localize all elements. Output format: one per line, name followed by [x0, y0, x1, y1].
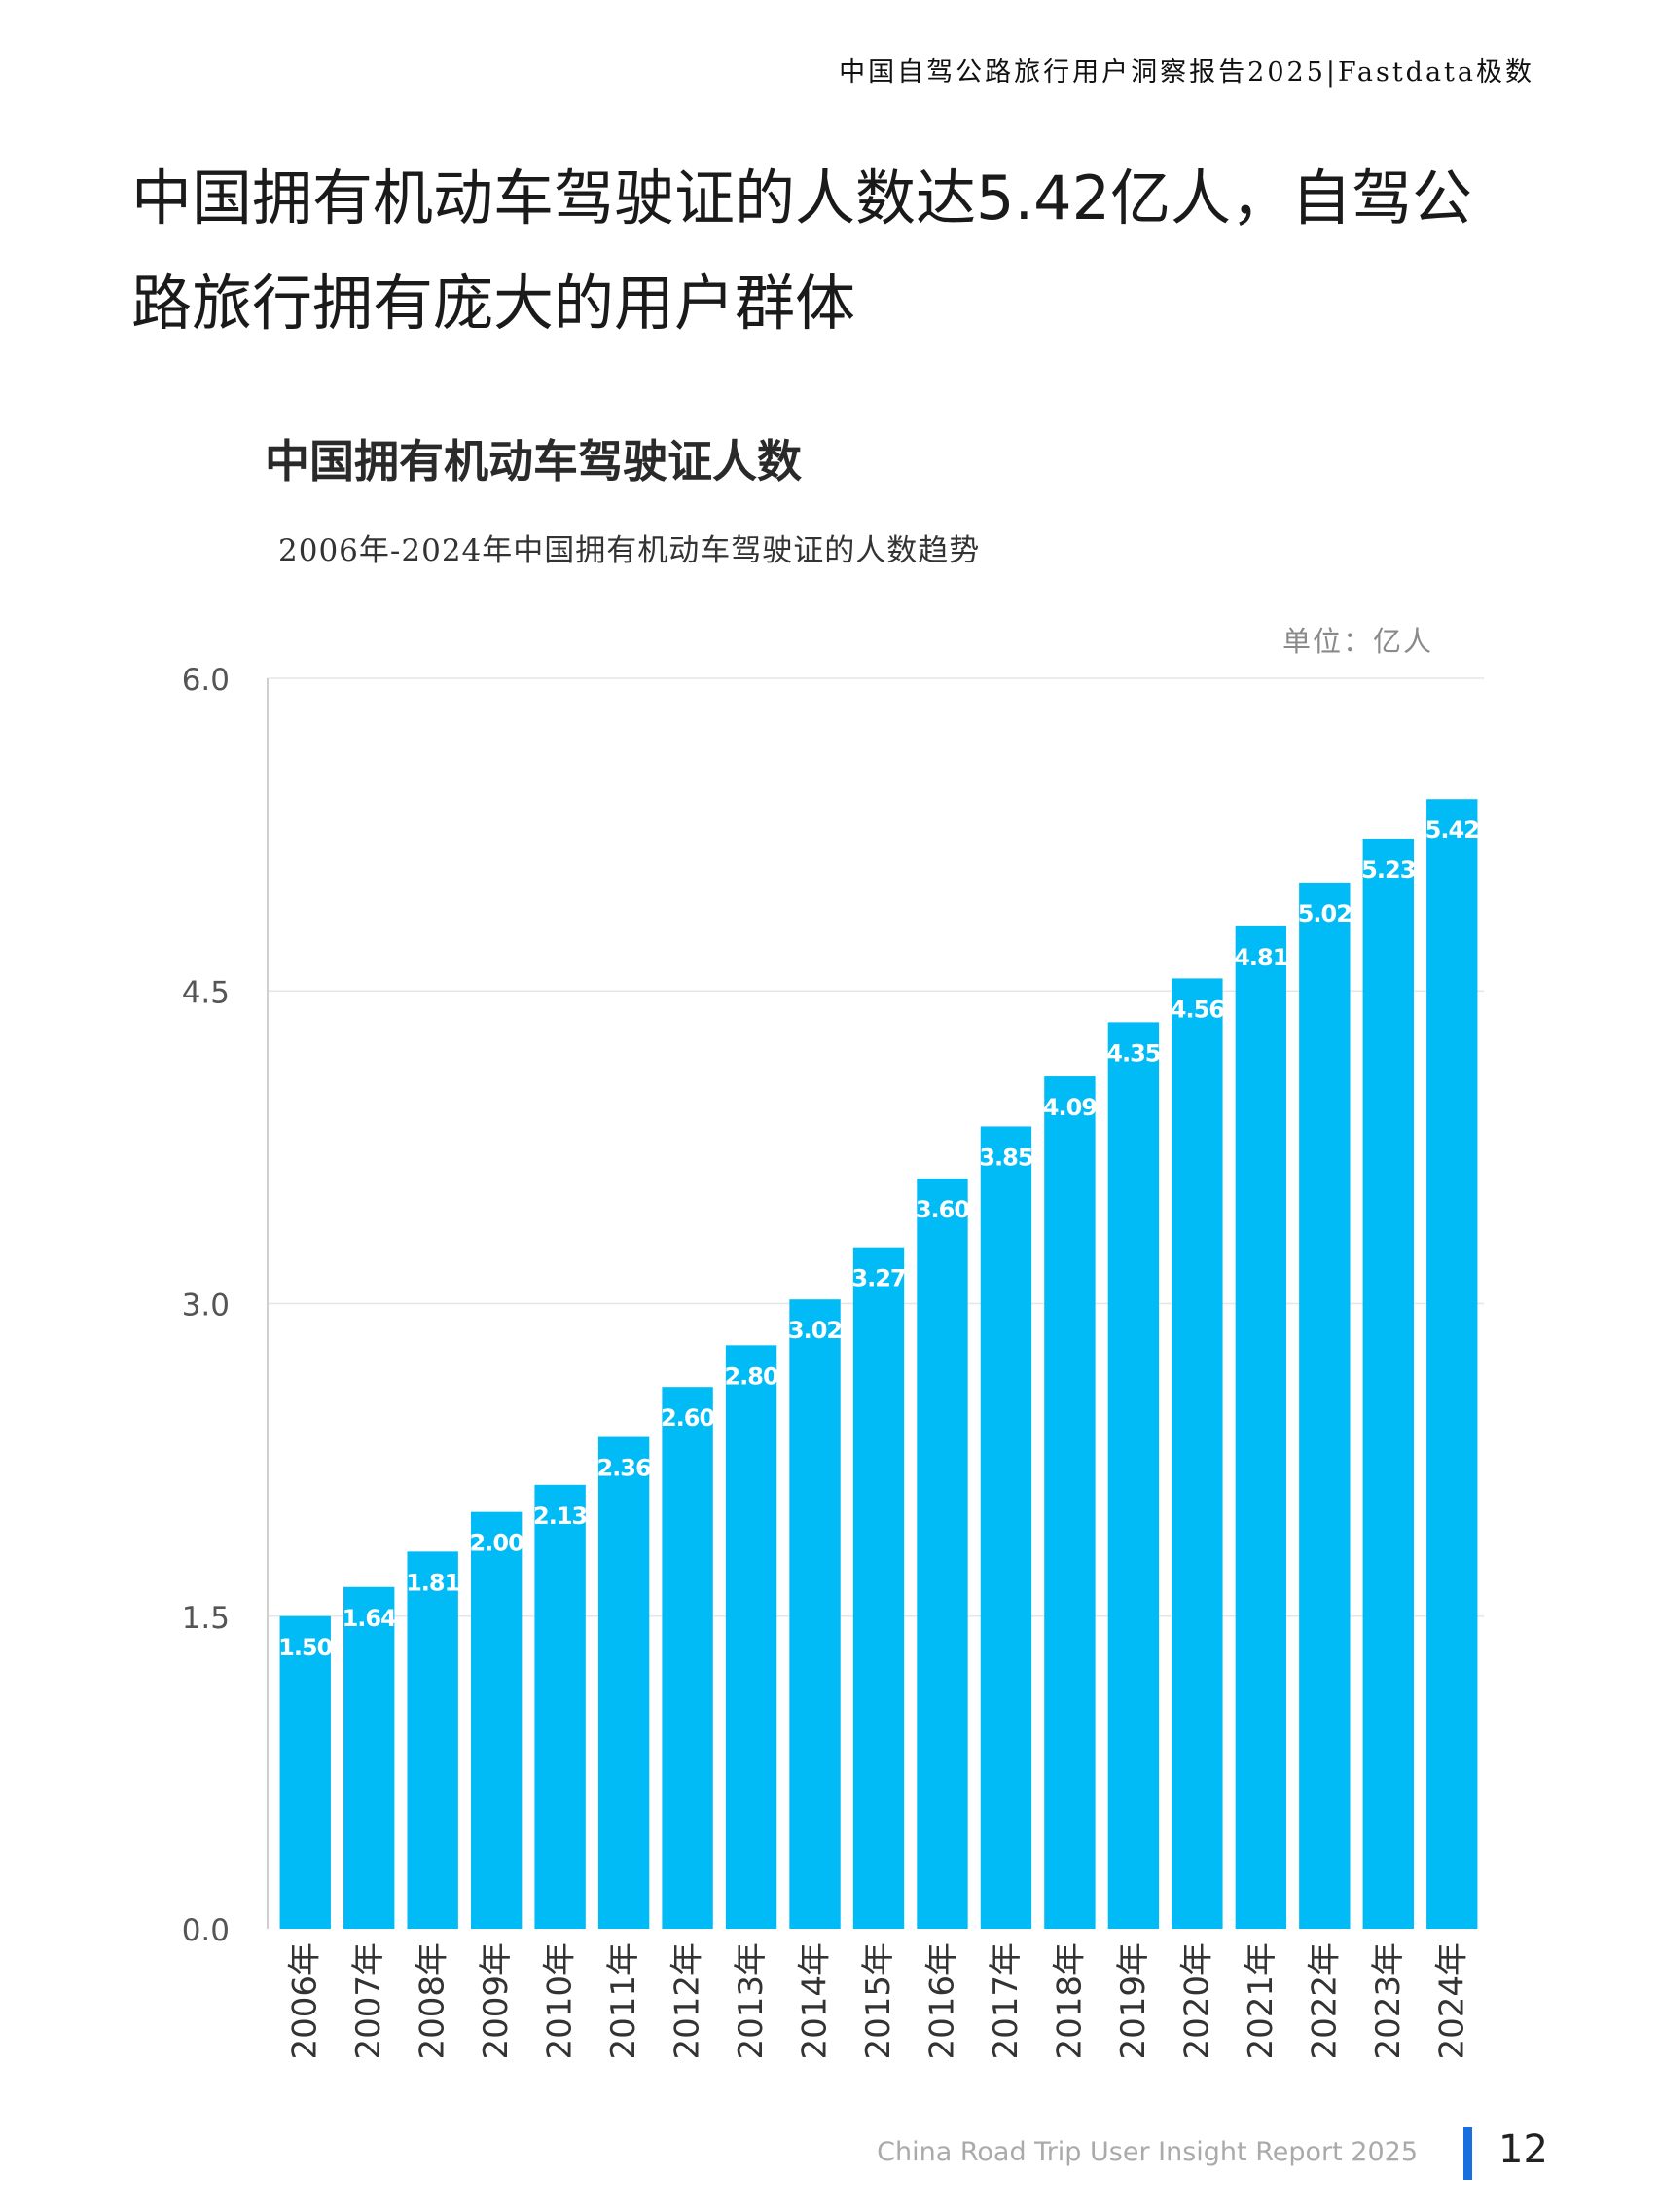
bar-value-label: 1.64: [343, 1605, 397, 1632]
x-tick-label: 2020年: [1177, 1942, 1216, 2060]
report-header: 中国自驾公路旅行用户洞察报告2025|Fastdata极数: [839, 57, 1534, 88]
x-tick-label: 2010年: [541, 1942, 580, 2060]
y-tick-label: 1.5: [182, 1601, 230, 1636]
x-tick-label: 2012年: [668, 1942, 707, 2060]
bar-value-label: 4.09: [1043, 1094, 1098, 1121]
bar: [1235, 925, 1287, 1929]
bar-value-label: 1.50: [278, 1634, 333, 1661]
unit-label: 单位：亿人: [1281, 625, 1433, 658]
bar-value-label: 1.81: [406, 1569, 460, 1596]
y-tick-label: 4.5: [182, 975, 230, 1010]
x-tick-label: 2018年: [1050, 1942, 1089, 2060]
x-tick-label: 2013年: [732, 1942, 771, 2060]
bar-value-label: 5.23: [1361, 856, 1415, 884]
chart-title: 中国拥有机动车驾驶证人数: [265, 435, 802, 488]
bar-value-label: 4.81: [1234, 944, 1288, 971]
bar: [662, 1387, 713, 1929]
x-tick-label: 2011年: [604, 1942, 643, 2060]
x-tick-label: 2014年: [796, 1942, 835, 2060]
x-tick-label: 2022年: [1305, 1942, 1344, 2060]
x-tick-label: 2024年: [1432, 1942, 1471, 2060]
bar-value-label: 2.13: [533, 1503, 587, 1530]
page-title-line-1: 中国拥有机动车驾驶证的人数达5.42亿人，自驾公: [131, 163, 1473, 234]
x-tick-label: 2009年: [477, 1942, 516, 2060]
bar: [1044, 1076, 1096, 1929]
bar-value-label: 2.36: [596, 1455, 651, 1482]
bar: [980, 1126, 1032, 1929]
bar: [343, 1586, 395, 1929]
bar: [470, 1511, 523, 1929]
x-tick-label: 2016年: [922, 1942, 961, 2060]
bar-value-label: 3.02: [788, 1317, 842, 1344]
bar: [534, 1484, 586, 1929]
bar: [1362, 838, 1414, 1929]
chart-subtitle: 2006年-2024年中国拥有机动车驾驶证的人数趋势: [278, 533, 981, 568]
x-tick-label: 2023年: [1369, 1942, 1408, 2060]
bar: [789, 1299, 841, 1929]
bar-value-label: 2.00: [470, 1530, 524, 1557]
x-tick-label: 2017年: [987, 1942, 1026, 2060]
footer-accent-bar: [1463, 2127, 1472, 2180]
bar-value-label: 2.60: [661, 1404, 715, 1432]
y-tick-label: 0.0: [182, 1913, 230, 1948]
footer-report-title: China Road Trip User Insight Report 2025: [877, 2137, 1418, 2167]
y-tick-label: 6.0: [182, 663, 230, 698]
y-tick-label: 3.0: [182, 1288, 230, 1324]
page-title: 中国拥有机动车驾驶证的人数达5.42亿人，自驾公 路旅行拥有庞大的用户群体: [131, 146, 1552, 356]
x-tick-label: 2008年: [414, 1942, 452, 2060]
bar: [1107, 1022, 1160, 1929]
bar: [1299, 882, 1351, 1930]
page-title-line-2: 路旅行拥有庞大的用户群体: [131, 268, 856, 339]
bar: [279, 1615, 331, 1929]
x-tick-label: 2006年: [286, 1942, 325, 2060]
bar: [917, 1179, 968, 1929]
bar-value-label: 2.80: [724, 1362, 778, 1390]
bar-value-label: 5.42: [1425, 816, 1479, 844]
bar: [407, 1551, 458, 1929]
page-number: 12: [1498, 2127, 1548, 2172]
bar-value-label: 3.60: [916, 1196, 970, 1223]
x-tick-label: 2019年: [1114, 1942, 1153, 2060]
bar-value-label: 5.02: [1298, 900, 1352, 927]
bar: [852, 1247, 905, 1929]
bar: [1172, 978, 1223, 1929]
bar-value-label: 3.85: [979, 1143, 1033, 1171]
x-tick-label: 2007年: [349, 1942, 388, 2060]
bar-value-label: 4.35: [1106, 1039, 1161, 1067]
x-tick-label: 2021年: [1242, 1942, 1280, 2060]
bar: [725, 1345, 777, 1929]
bar: [597, 1436, 650, 1929]
bar-value-label: 3.27: [851, 1265, 905, 1292]
bar: [1426, 799, 1478, 1929]
bar-value-label: 4.56: [1171, 996, 1225, 1023]
x-tick-label: 2015年: [859, 1942, 898, 2060]
